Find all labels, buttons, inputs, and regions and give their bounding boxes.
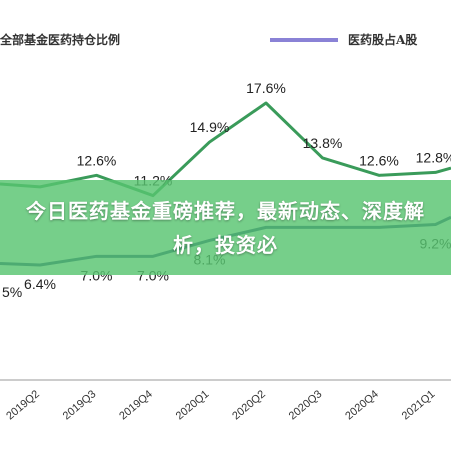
x-tick-label: 2019Q2 [4, 388, 42, 422]
legend-label-fund: 全部基金医药持仓比例 [0, 32, 120, 47]
legend: 全部基金医药持仓比例 医药股占A股 [0, 32, 418, 47]
data-label-edge: 5% [2, 284, 22, 300]
x-tick-label: 2020Q4 [343, 388, 381, 422]
x-tick-label: 2020Q2 [230, 388, 268, 422]
x-tick-label: 2019Q3 [61, 388, 99, 422]
x-tick-label: 2020Q1 [174, 388, 212, 422]
headline-banner[interactable]: 今日医药基金重磅推荐，最新动态、深度解析，投资必 [0, 180, 451, 275]
x-tick-label: 2021Q1 [400, 388, 438, 422]
data-label: 14.9% [190, 119, 230, 135]
x-tick-layer: 2019Q2 2019Q3 2019Q4 2020Q1 2020Q2 2020Q3 2020… [4, 388, 437, 422]
x-tick-label: 2020Q3 [287, 388, 325, 422]
headline-text: 今日医药基金重磅推荐，最新动态、深度解析，投资必 [26, 198, 425, 257]
data-label: 12.8% [416, 149, 451, 165]
x-tick-label: 2019Q4 [117, 388, 155, 422]
data-label: 17.6% [246, 80, 286, 96]
data-label: 6.4% [24, 276, 56, 292]
legend-label-stock: 医药股占A股 [348, 32, 418, 47]
data-label: 12.6% [77, 152, 117, 168]
data-label: 12.6% [359, 152, 399, 168]
data-label: 13.8% [303, 135, 343, 151]
